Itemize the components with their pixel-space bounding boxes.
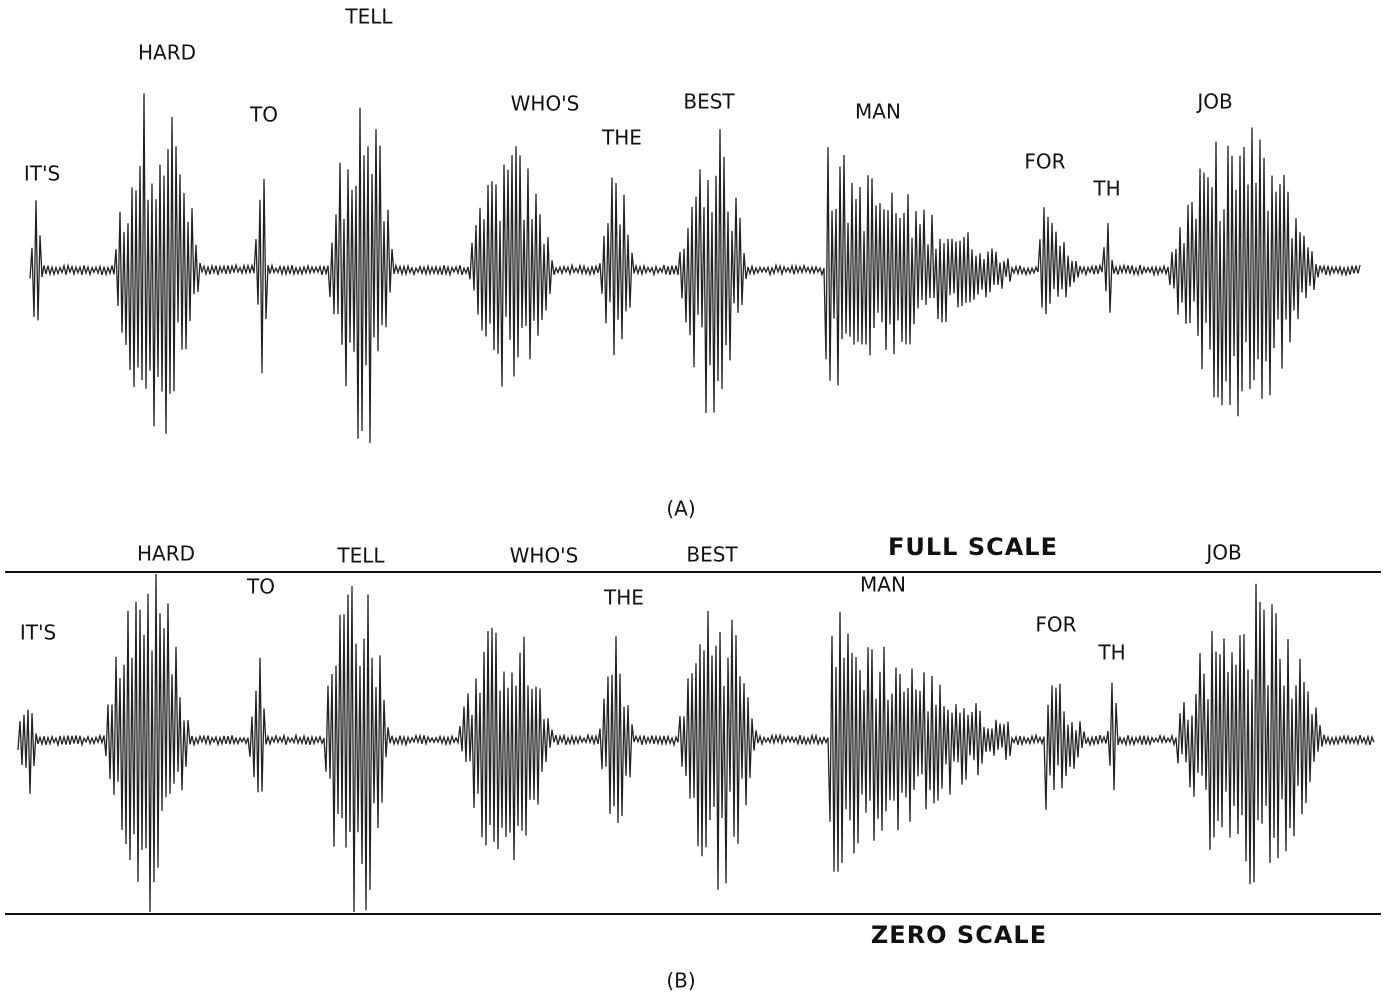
waveform-a [29, 93, 1361, 444]
word: IT'S [24, 162, 60, 186]
word: MAN [855, 100, 901, 124]
word: THE [603, 586, 644, 610]
word: BEST [686, 543, 738, 567]
caption: (B) [666, 969, 695, 992]
word: WHO'S [510, 544, 579, 568]
word: TELL [344, 5, 393, 29]
word: TH [1092, 177, 1120, 201]
word: JOB [1195, 90, 1232, 114]
waveform-trace [29, 93, 1361, 444]
word: JOB [1204, 541, 1241, 565]
zero-scale-label: ZERO SCALE [871, 921, 1047, 949]
word: IT'S [20, 621, 56, 645]
word: FOR [1024, 150, 1065, 174]
word: FOR [1035, 613, 1076, 637]
word: THE [601, 126, 642, 150]
word: HARD [137, 542, 195, 566]
waveform-trace [17, 573, 1375, 913]
word: TO [249, 103, 278, 127]
word: MAN [860, 573, 906, 597]
word: HARD [138, 41, 196, 65]
word: TH [1097, 641, 1125, 665]
word: TO [246, 575, 275, 599]
word: WHO'S [511, 92, 580, 116]
word: BEST [683, 90, 735, 114]
word: TELL [336, 544, 385, 568]
waveform-b [17, 573, 1375, 913]
full-scale-label: FULL SCALE [888, 533, 1058, 561]
caption: (A) [666, 497, 695, 521]
